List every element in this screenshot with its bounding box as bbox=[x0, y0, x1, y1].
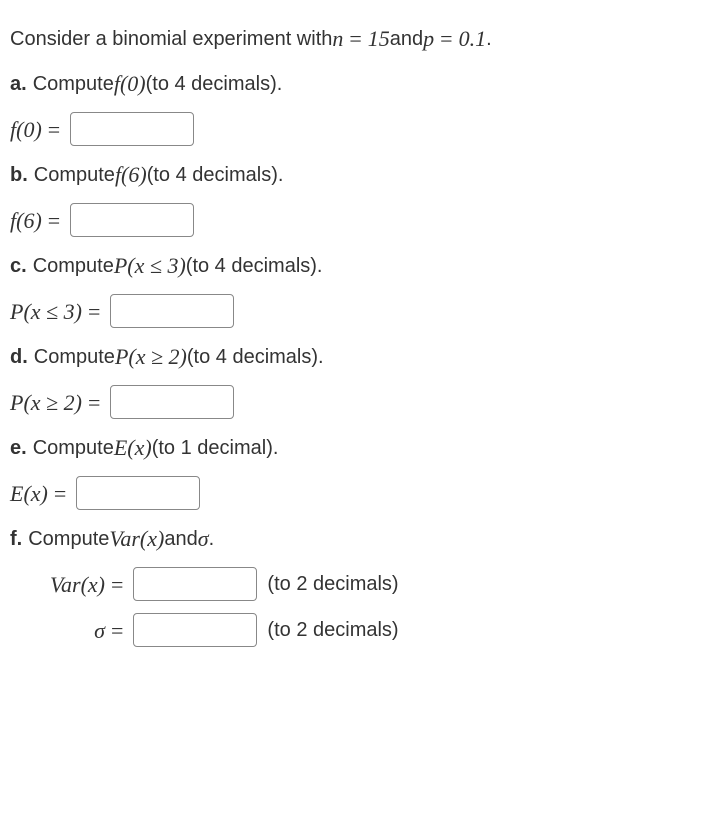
intro-p-val: 0.1 bbox=[459, 22, 487, 55]
part-f-sigma-row: σ = (to 2 decimals) bbox=[10, 613, 710, 647]
part-f-before: Compute bbox=[28, 524, 109, 554]
part-e-ans-label: E(x) bbox=[10, 477, 48, 510]
part-a-letter: a. bbox=[10, 69, 27, 99]
part-f-sigma-label: σ bbox=[10, 614, 105, 647]
part-d-prompt: d. Compute P(x ≥ 2) (to 4 decimals). bbox=[10, 340, 710, 373]
part-f-sigma-input[interactable] bbox=[133, 613, 257, 647]
part-f-sigma-eq: = bbox=[111, 614, 123, 647]
part-f-var-row: Var(x) = (to 2 decimals) bbox=[10, 567, 710, 601]
part-e-after: (to 1 decimal). bbox=[152, 433, 279, 463]
part-a-prompt: a. Compute f(0) (to 4 decimals). bbox=[10, 67, 710, 100]
part-f-letter: f. bbox=[10, 524, 22, 554]
part-d-expr: P(x ≥ 2) bbox=[115, 340, 187, 373]
intro-n-val: 15 bbox=[368, 22, 390, 55]
part-d-input[interactable] bbox=[110, 385, 234, 419]
part-b-ans-label: f(6) bbox=[10, 204, 42, 237]
part-c-letter: c. bbox=[10, 251, 27, 281]
part-c-prompt: c. Compute P(x ≤ 3) (to 4 decimals). bbox=[10, 249, 710, 282]
part-f-var-label: Var(x) bbox=[10, 568, 105, 601]
part-a-eq: = bbox=[48, 113, 60, 146]
intro-p-sym: p bbox=[423, 22, 434, 55]
part-e-input[interactable] bbox=[76, 476, 200, 510]
part-f-var-note: (to 2 decimals) bbox=[267, 569, 398, 599]
part-e-letter: e. bbox=[10, 433, 27, 463]
part-f-suffix: . bbox=[209, 524, 215, 554]
part-b-eq: = bbox=[48, 204, 60, 237]
part-b-before: Compute bbox=[34, 160, 115, 190]
part-c-answer-row: P(x ≤ 3) = bbox=[10, 294, 710, 328]
part-e-before: Compute bbox=[33, 433, 114, 463]
part-b-prompt: b. Compute f(6) (to 4 decimals). bbox=[10, 158, 710, 191]
part-f-var-eq: = bbox=[111, 568, 123, 601]
part-d-before: Compute bbox=[34, 342, 115, 372]
part-d-answer-row: P(x ≥ 2) = bbox=[10, 385, 710, 419]
part-e-answer-row: E(x) = bbox=[10, 476, 710, 510]
part-f-expr1: Var(x) bbox=[109, 522, 164, 555]
part-c-input[interactable] bbox=[110, 294, 234, 328]
part-b-after: (to 4 decimals). bbox=[147, 160, 284, 190]
part-e-prompt: e. Compute E(x) (to 1 decimal). bbox=[10, 431, 710, 464]
intro-n-sym: n bbox=[332, 22, 343, 55]
intro-suffix: . bbox=[486, 24, 492, 54]
intro-eq2: = bbox=[440, 22, 452, 55]
part-a-after: (to 4 decimals). bbox=[146, 69, 283, 99]
part-f-prompt: f. Compute Var(x) and σ . bbox=[10, 522, 710, 555]
part-f-expr2: σ bbox=[198, 522, 209, 555]
part-e-expr: E(x) bbox=[114, 431, 152, 464]
part-b-expr: f(6) bbox=[115, 158, 147, 191]
part-a-before: Compute bbox=[33, 69, 114, 99]
part-a-answer-row: f(0) = bbox=[10, 112, 710, 146]
intro-line: Consider a binomial experiment with n = … bbox=[10, 22, 710, 55]
part-d-letter: d. bbox=[10, 342, 28, 372]
intro-mid: and bbox=[390, 24, 423, 54]
part-c-eq: = bbox=[88, 295, 100, 328]
part-d-eq: = bbox=[88, 386, 100, 419]
part-d-ans-label: P(x ≥ 2) bbox=[10, 386, 82, 419]
part-c-after: (to 4 decimals). bbox=[186, 251, 323, 281]
part-c-expr: P(x ≤ 3) bbox=[114, 249, 186, 282]
part-a-expr: f(0) bbox=[114, 67, 146, 100]
part-f-mid: and bbox=[164, 524, 197, 554]
part-f-var-input[interactable] bbox=[133, 567, 257, 601]
intro-eq1: = bbox=[349, 22, 361, 55]
part-b-input[interactable] bbox=[70, 203, 194, 237]
part-f-sigma-note: (to 2 decimals) bbox=[267, 615, 398, 645]
part-c-before: Compute bbox=[33, 251, 114, 281]
part-b-letter: b. bbox=[10, 160, 28, 190]
part-a-ans-label: f(0) bbox=[10, 113, 42, 146]
part-a-input[interactable] bbox=[70, 112, 194, 146]
part-e-eq: = bbox=[54, 477, 66, 510]
intro-prefix: Consider a binomial experiment with bbox=[10, 24, 332, 54]
part-d-after: (to 4 decimals). bbox=[187, 342, 324, 372]
part-c-ans-label: P(x ≤ 3) bbox=[10, 295, 82, 328]
part-b-answer-row: f(6) = bbox=[10, 203, 710, 237]
